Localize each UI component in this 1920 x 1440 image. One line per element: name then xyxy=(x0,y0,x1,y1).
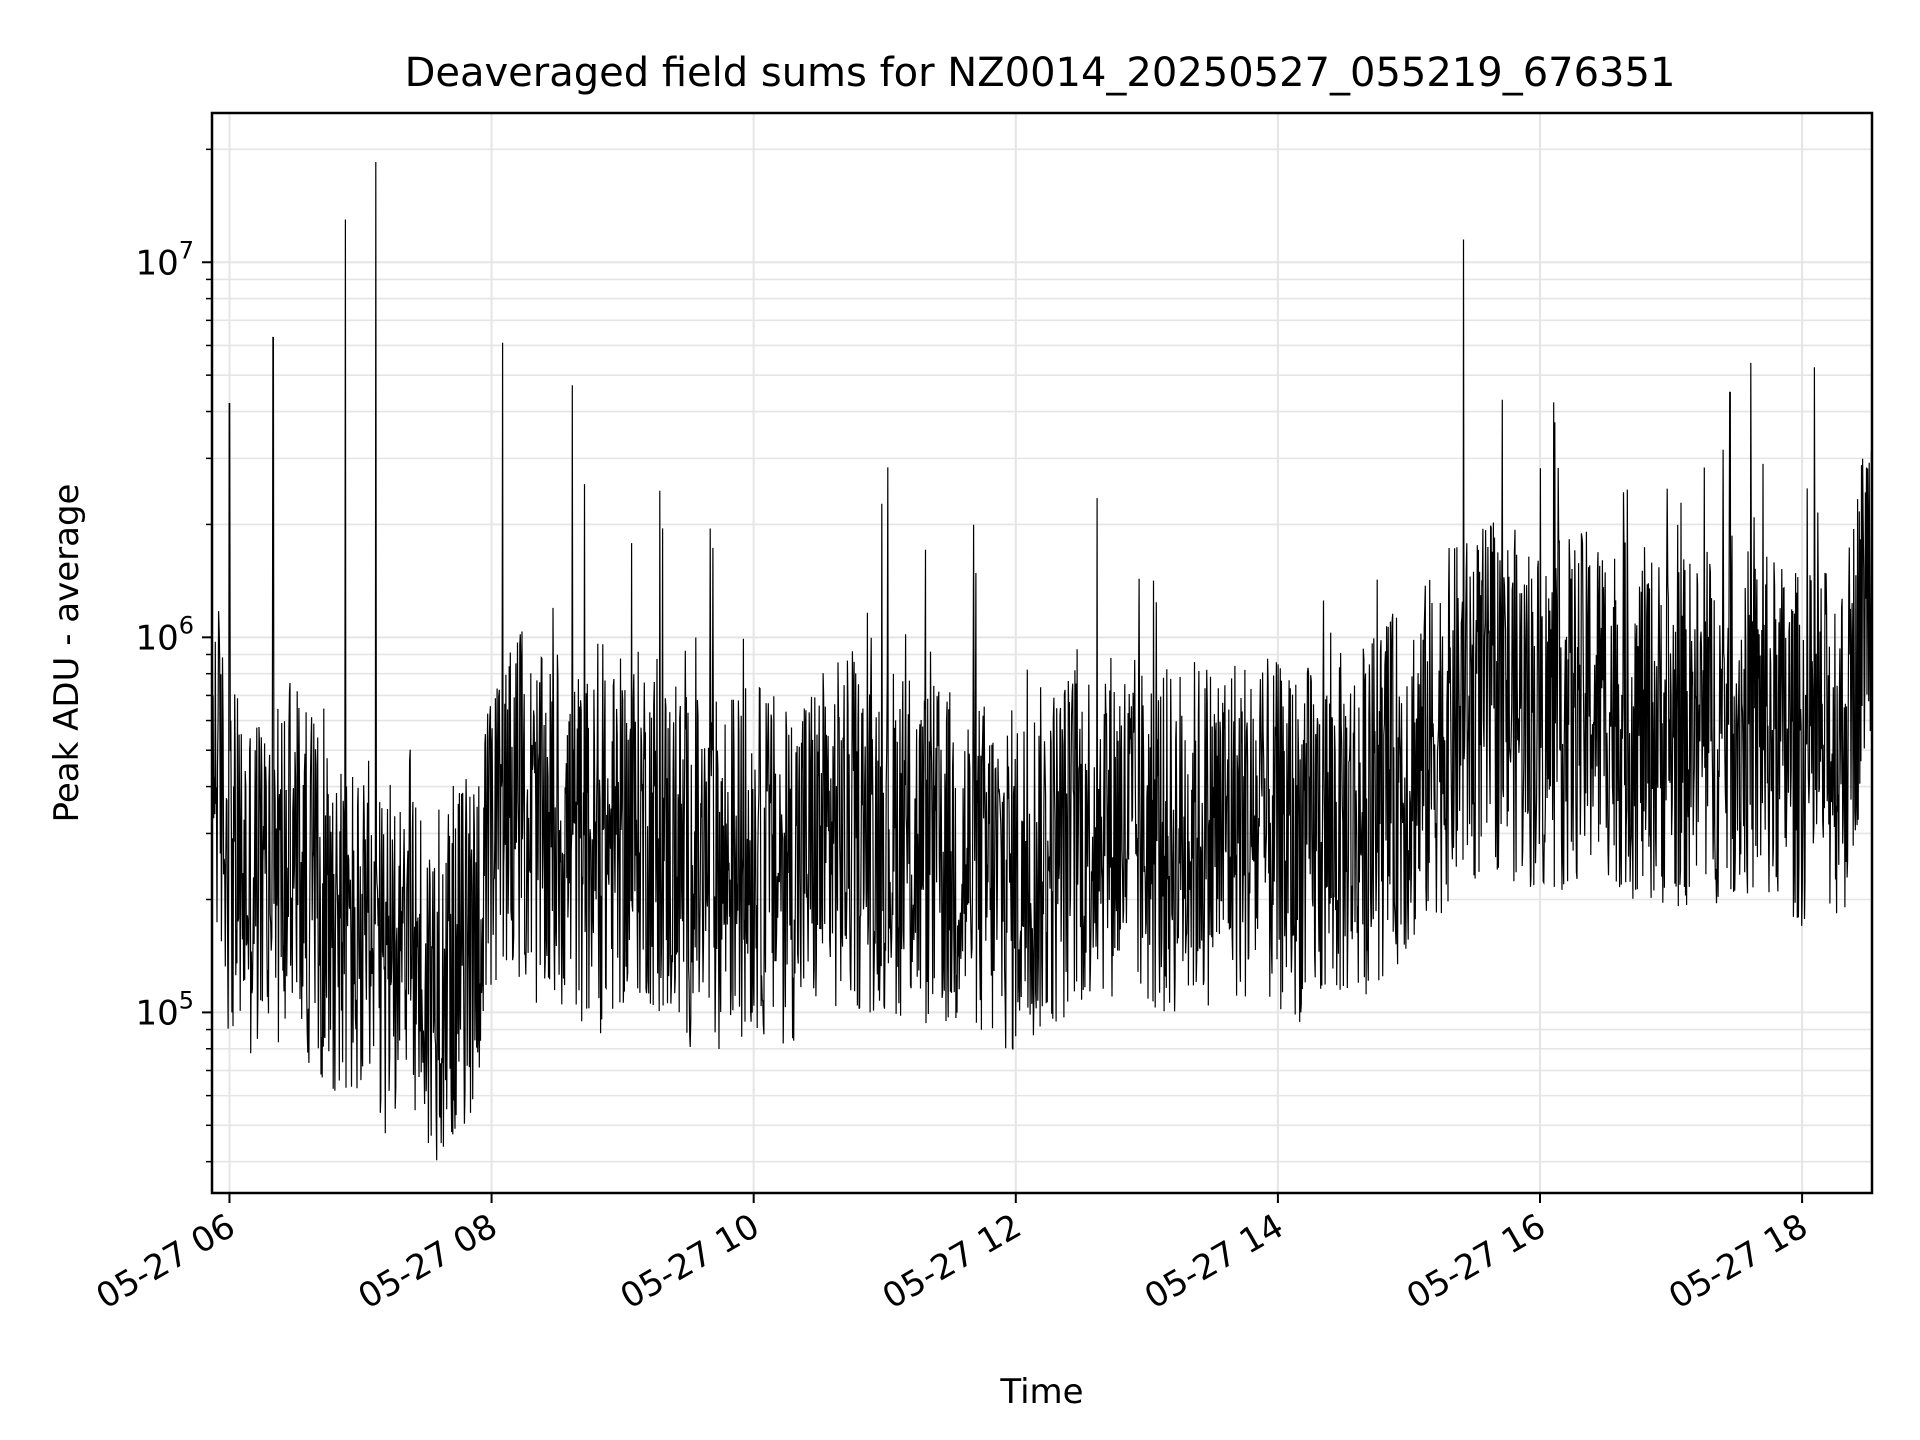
y-tick-label: 105 xyxy=(135,986,194,1033)
plot-frame xyxy=(210,111,1874,1195)
series-line xyxy=(211,161,1873,1161)
y-tick-label: 106 xyxy=(135,611,194,658)
x-axis-label: Time xyxy=(999,1372,1083,1412)
y-axis-label: Peak ADU - average xyxy=(47,484,87,823)
y-tick-label: 107 xyxy=(135,236,194,283)
chart-title: Deaveraged field sums for NZ0014_2025052… xyxy=(405,50,1676,96)
series-line-layer xyxy=(211,161,1873,1161)
y-axis: 105 106 107 xyxy=(135,148,212,1163)
